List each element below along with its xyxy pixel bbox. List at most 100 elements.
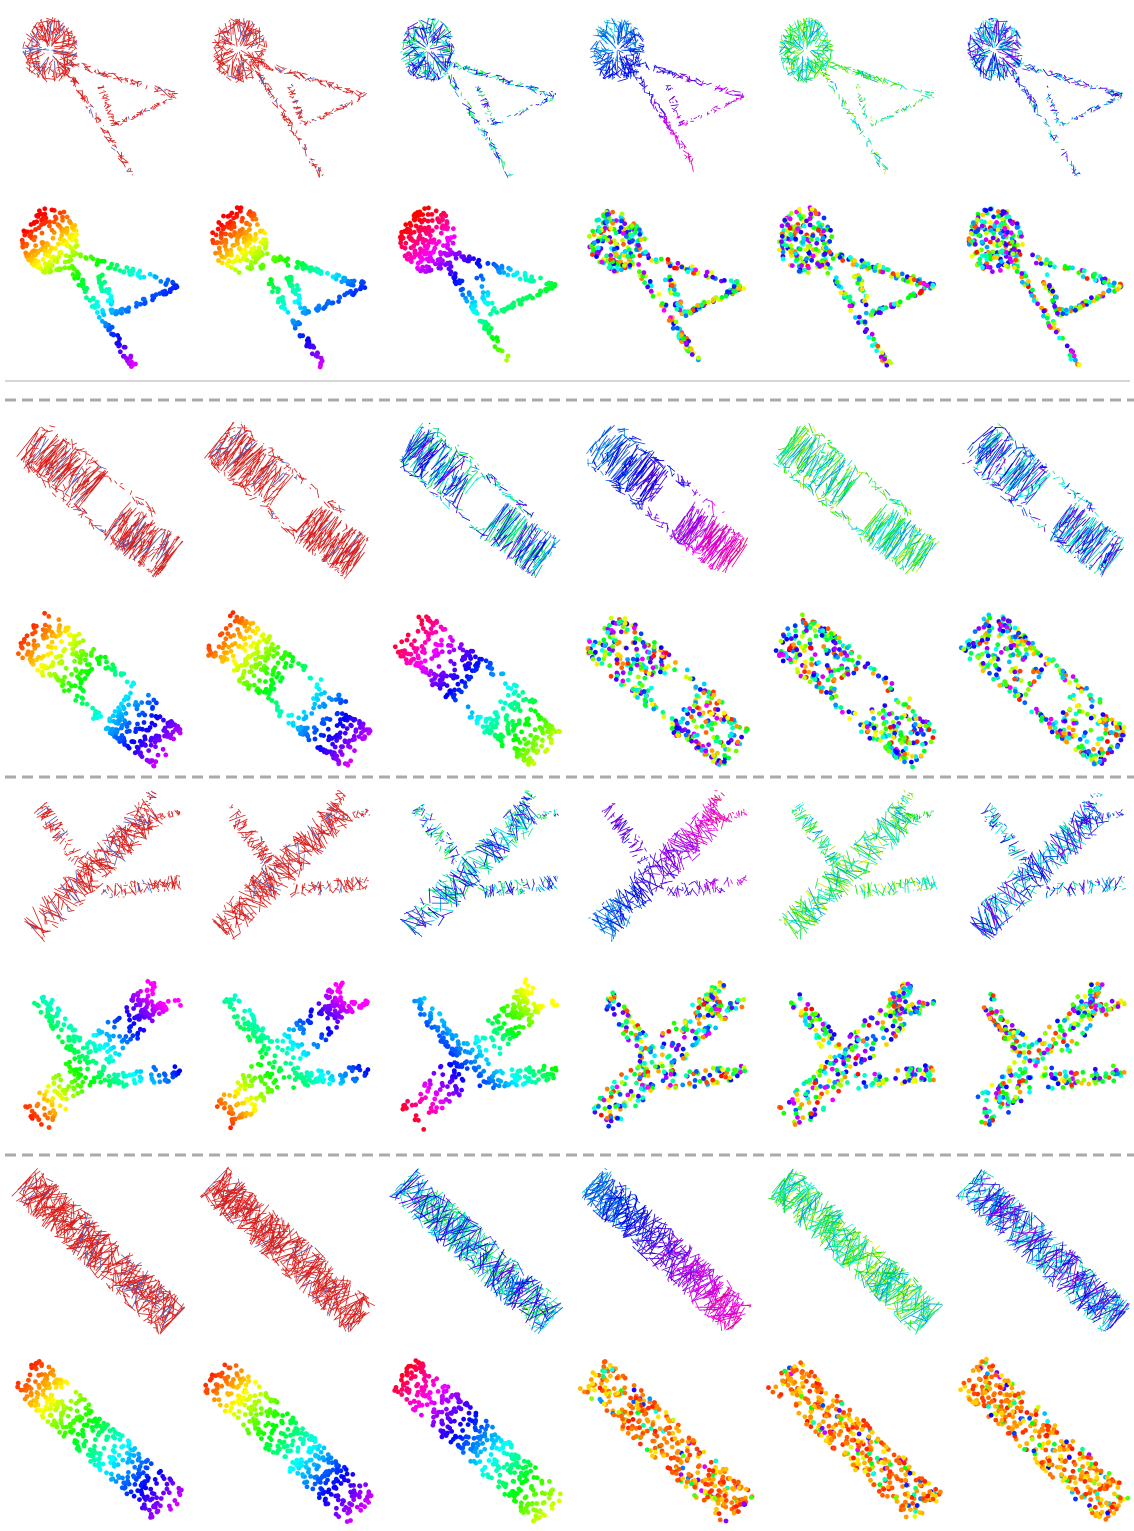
point [989, 228, 994, 233]
point [309, 265, 314, 270]
point [1077, 709, 1082, 714]
point [503, 701, 508, 706]
point [481, 295, 486, 300]
point [74, 668, 79, 673]
point [542, 718, 547, 723]
point [70, 652, 75, 657]
point [282, 653, 287, 658]
point [51, 1108, 56, 1113]
point [931, 735, 936, 740]
point [48, 1001, 53, 1006]
point [237, 270, 242, 275]
point [124, 1082, 129, 1087]
point [110, 662, 115, 667]
point [36, 1102, 41, 1107]
point [914, 716, 919, 721]
point [631, 254, 636, 259]
point [1057, 307, 1062, 312]
point [535, 748, 540, 753]
point [467, 290, 472, 295]
point [1006, 214, 1011, 219]
point [37, 263, 42, 268]
point [804, 219, 809, 224]
mesh-wireframe [25, 791, 182, 942]
point [628, 671, 633, 676]
point [632, 630, 637, 635]
point [393, 644, 398, 649]
point [998, 222, 1003, 227]
point [235, 627, 240, 632]
point [351, 283, 356, 288]
point [848, 294, 853, 299]
point [526, 748, 531, 753]
point [637, 232, 642, 237]
point [113, 267, 118, 272]
point [623, 616, 628, 621]
mesh-edges [593, 436, 691, 520]
point [282, 665, 287, 670]
point [230, 243, 235, 248]
point [473, 310, 478, 315]
point [1061, 674, 1066, 679]
point [980, 638, 985, 643]
point [591, 643, 596, 648]
mesh-edges [603, 816, 689, 929]
point [311, 706, 316, 711]
point [694, 725, 699, 730]
point [610, 644, 615, 649]
point [49, 245, 54, 250]
point [866, 262, 871, 267]
point [1019, 678, 1024, 683]
point [338, 749, 343, 754]
point [832, 687, 837, 692]
point [1105, 739, 1110, 744]
point [525, 720, 530, 725]
mesh-wireframe [401, 18, 556, 178]
point [639, 665, 644, 670]
point [501, 706, 506, 711]
mesh-wireframe [590, 18, 744, 172]
point [152, 764, 157, 769]
point [892, 302, 897, 307]
point [799, 263, 804, 268]
point [42, 664, 47, 669]
point [164, 729, 169, 734]
point [458, 645, 463, 650]
point [95, 656, 100, 661]
point [703, 749, 708, 754]
point [50, 208, 55, 213]
point [1071, 728, 1076, 733]
point [298, 731, 303, 736]
point [135, 991, 140, 996]
point [820, 674, 825, 679]
point [400, 244, 405, 249]
point [1095, 742, 1100, 747]
point [252, 237, 257, 242]
point [420, 267, 425, 272]
point [492, 724, 497, 729]
point [634, 688, 639, 693]
mesh-wireframe [17, 426, 183, 578]
point [432, 672, 437, 677]
point [24, 244, 29, 249]
point [839, 290, 844, 295]
point [881, 307, 886, 312]
point [828, 690, 833, 695]
point [524, 296, 529, 301]
point [247, 233, 252, 238]
point [779, 639, 784, 644]
point [237, 258, 242, 263]
point [547, 725, 552, 730]
point [153, 744, 158, 749]
point [86, 1050, 91, 1055]
point [588, 650, 593, 655]
point [287, 1074, 292, 1079]
point [32, 248, 37, 253]
point [126, 703, 131, 708]
point [1088, 693, 1093, 698]
point [787, 646, 792, 651]
point [793, 237, 798, 242]
point [74, 238, 79, 243]
point [726, 740, 731, 745]
point [1035, 301, 1040, 306]
